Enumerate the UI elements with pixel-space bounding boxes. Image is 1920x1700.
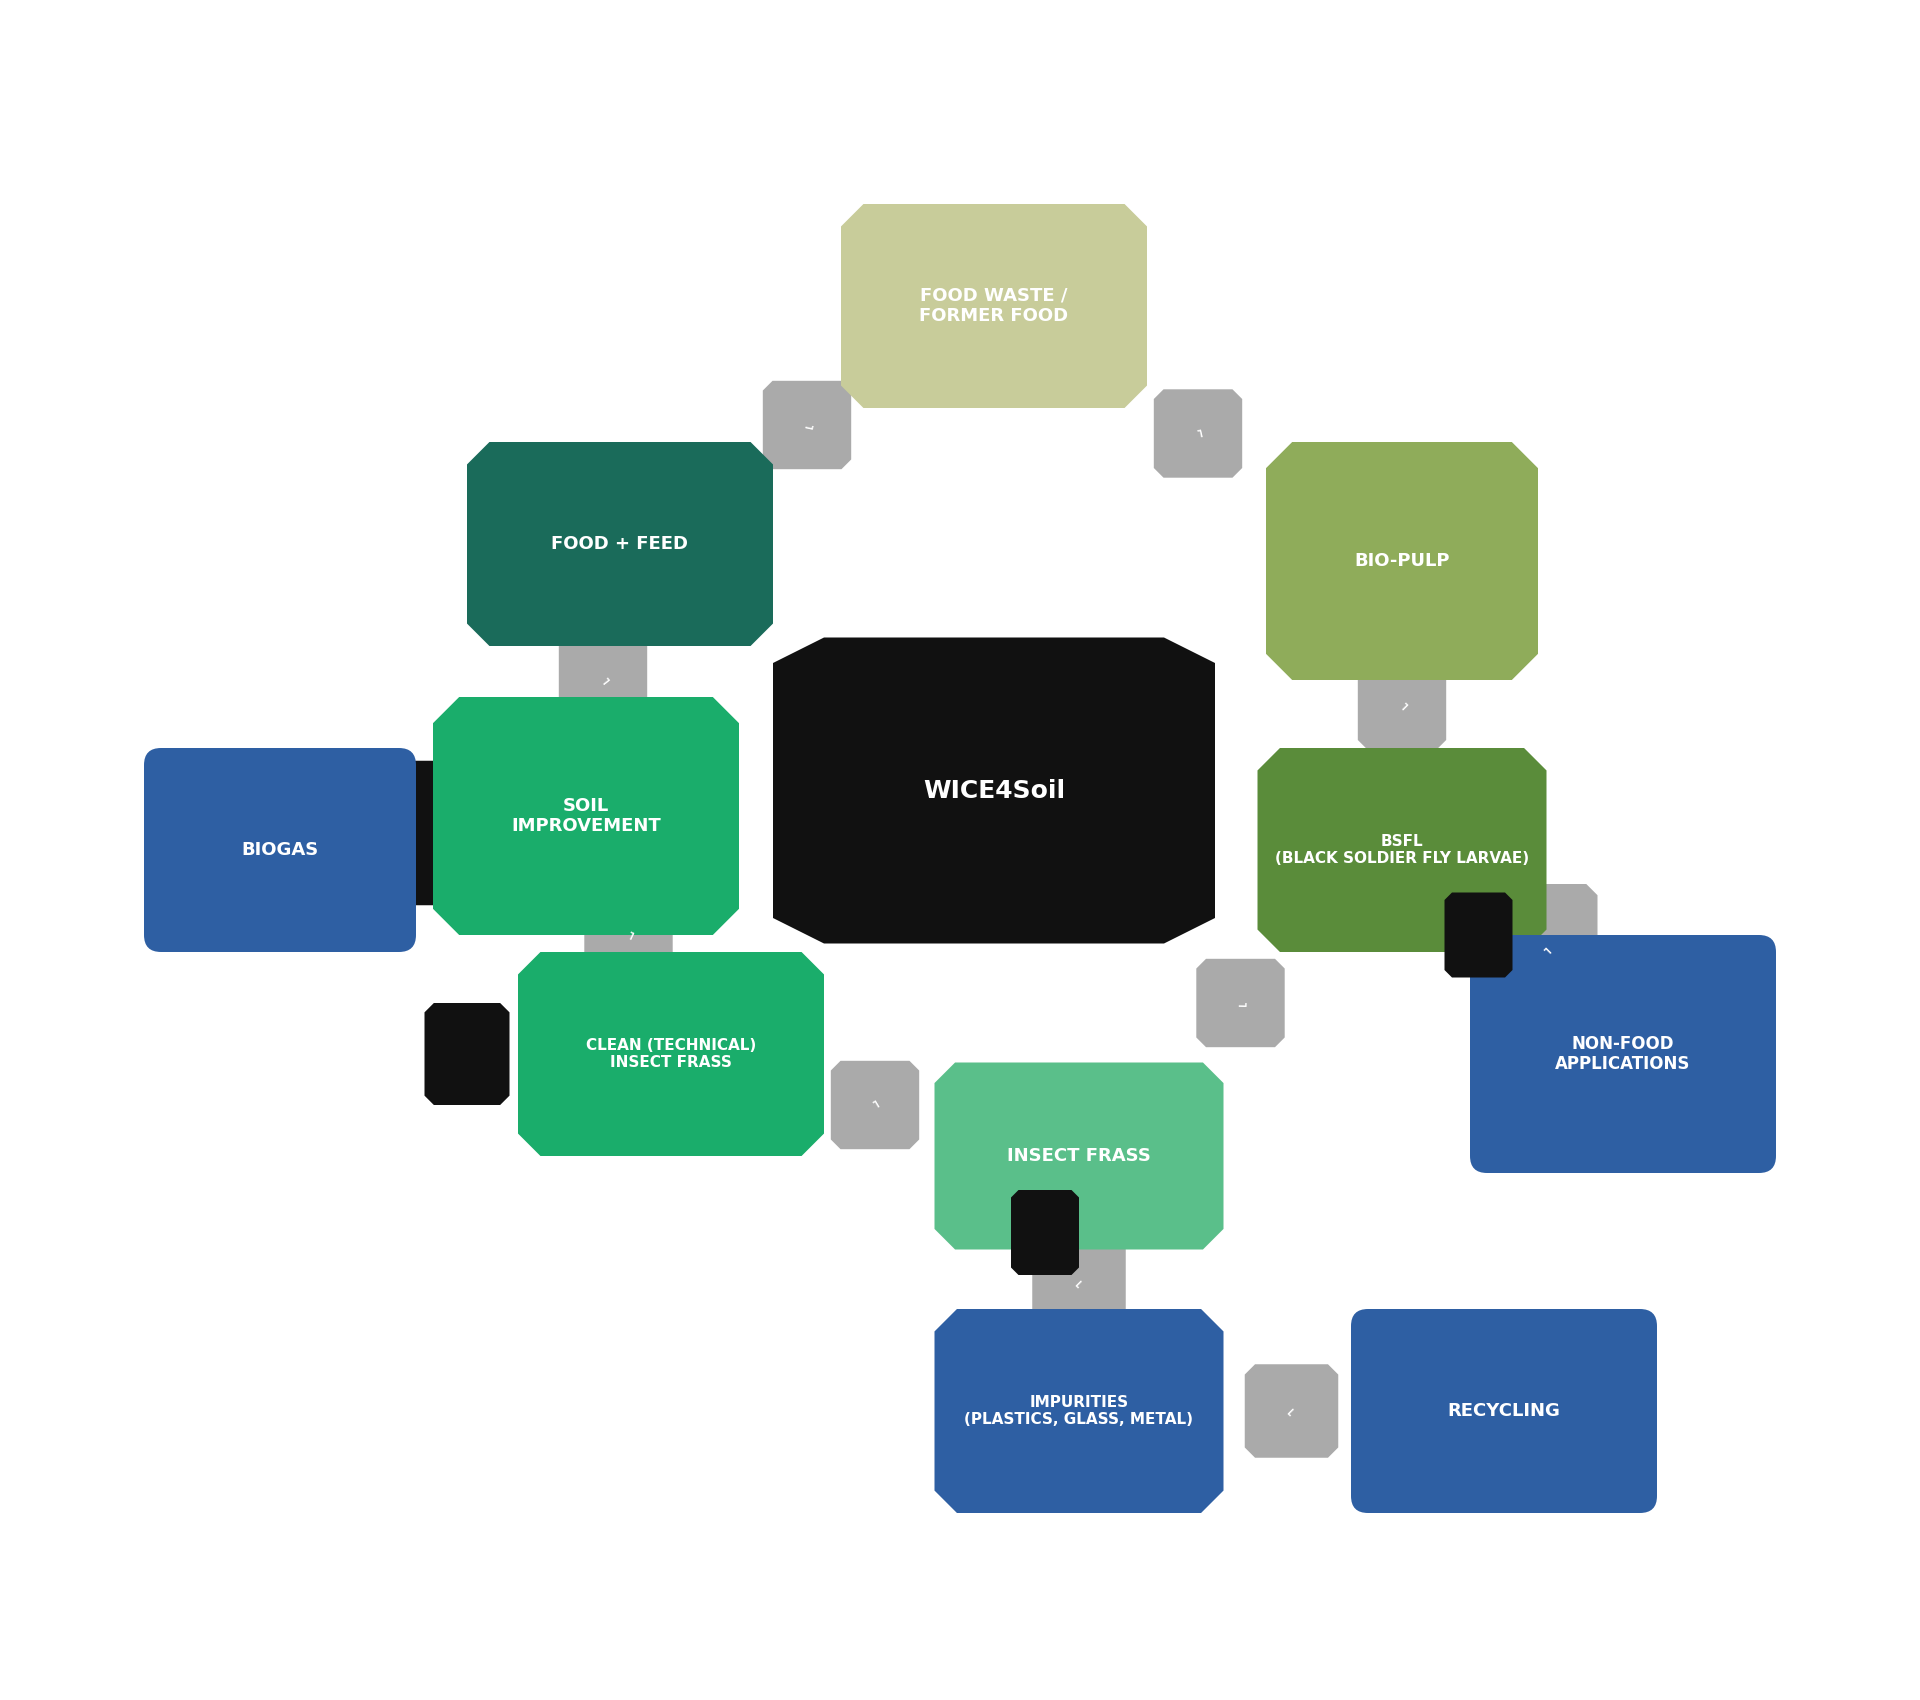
Polygon shape [1357, 661, 1446, 750]
Polygon shape [1244, 1363, 1338, 1457]
Text: ⌐: ⌐ [1235, 996, 1246, 1010]
Polygon shape [762, 381, 851, 469]
Text: ⌐: ⌐ [1394, 697, 1411, 714]
FancyBboxPatch shape [144, 748, 417, 952]
Text: ⌐: ⌐ [1283, 1402, 1300, 1420]
Polygon shape [1258, 748, 1546, 952]
Text: ⌐: ⌐ [620, 928, 637, 942]
Polygon shape [806, 663, 1181, 918]
Polygon shape [1012, 1190, 1079, 1275]
Polygon shape [467, 442, 774, 646]
Text: ⌐: ⌐ [1071, 1275, 1087, 1292]
Polygon shape [774, 638, 1215, 944]
Polygon shape [1444, 892, 1513, 977]
FancyBboxPatch shape [1352, 1309, 1657, 1513]
Text: FOOD WASTE /
FORMER FOOD: FOOD WASTE / FORMER FOOD [920, 287, 1069, 325]
Text: ⌐: ⌐ [866, 1096, 883, 1114]
Text: ⌐: ⌐ [1538, 944, 1555, 960]
Polygon shape [1265, 442, 1538, 680]
Text: CLEAN (TECHNICAL)
INSECT FRASS: CLEAN (TECHNICAL) INSECT FRASS [586, 1037, 756, 1071]
Text: BIO-PULP: BIO-PULP [1354, 552, 1450, 570]
Polygon shape [1033, 1221, 1125, 1346]
Polygon shape [1196, 959, 1284, 1047]
Polygon shape [1496, 884, 1597, 1020]
Polygon shape [831, 1061, 920, 1149]
Text: ⌐: ⌐ [595, 672, 611, 688]
Polygon shape [518, 952, 824, 1156]
Text: ⌐: ⌐ [1190, 427, 1206, 440]
Polygon shape [361, 762, 470, 904]
Polygon shape [935, 1309, 1223, 1513]
Text: FOOD + FEED: FOOD + FEED [551, 536, 689, 552]
FancyBboxPatch shape [1471, 935, 1776, 1173]
Text: BSFL
(BLACK SOLDIER FLY LARVAE): BSFL (BLACK SOLDIER FLY LARVAE) [1275, 833, 1528, 867]
Text: WICE4Soil: WICE4Soil [924, 779, 1066, 802]
Text: INSECT FRASS: INSECT FRASS [1008, 1148, 1150, 1164]
Polygon shape [559, 636, 647, 724]
Text: BIOGAS: BIOGAS [242, 842, 319, 858]
Polygon shape [424, 1003, 509, 1105]
Text: ⌐: ⌐ [801, 418, 814, 432]
Text: IMPURITIES
(PLASTICS, GLASS, METAL): IMPURITIES (PLASTICS, GLASS, METAL) [964, 1394, 1194, 1428]
Polygon shape [841, 204, 1146, 408]
Polygon shape [935, 1062, 1223, 1250]
Polygon shape [1154, 389, 1242, 478]
Polygon shape [584, 891, 672, 979]
Text: SOIL
IMPROVEMENT: SOIL IMPROVEMENT [511, 797, 660, 835]
Text: RECYCLING: RECYCLING [1448, 1402, 1561, 1420]
Text: NON-FOOD
APPLICATIONS: NON-FOOD APPLICATIONS [1555, 1035, 1692, 1073]
Polygon shape [434, 697, 739, 935]
